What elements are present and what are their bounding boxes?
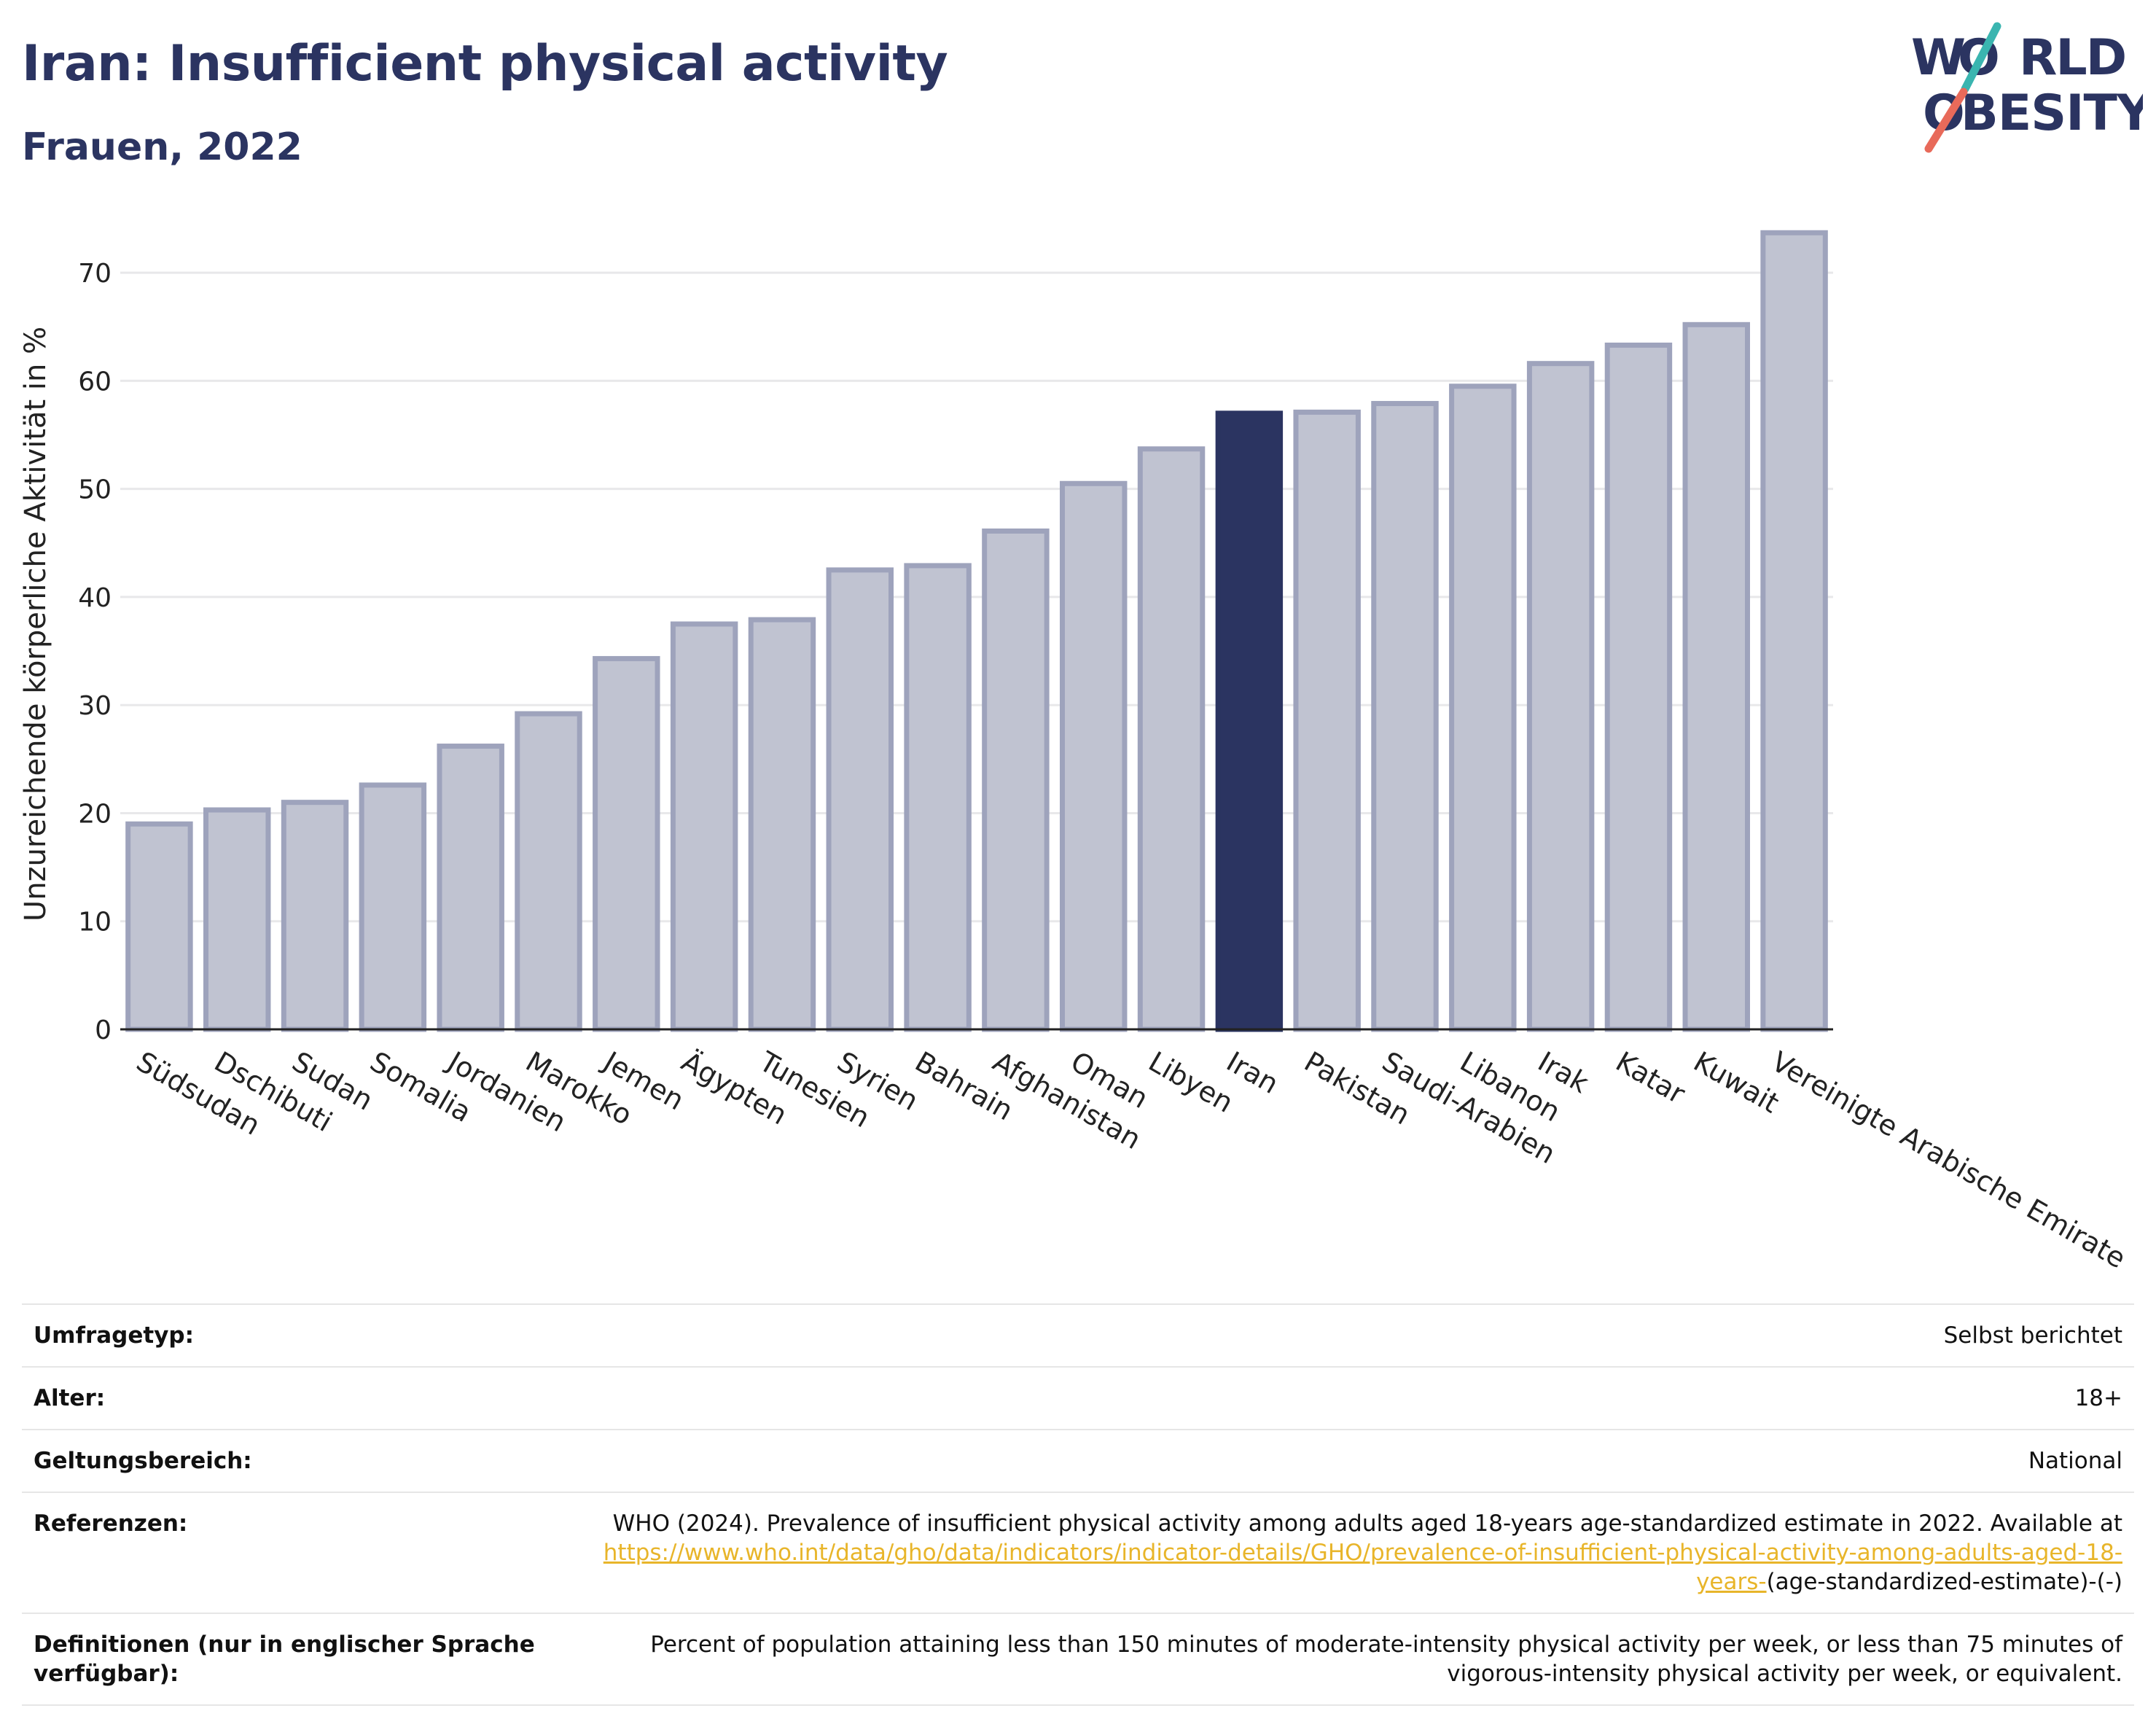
y-tick-label: 30 — [78, 691, 112, 721]
info-value: National — [2028, 1448, 2122, 1474]
svg-text:RLD: RLD — [2019, 29, 2125, 87]
y-tick-label: 10 — [78, 908, 112, 937]
y-axis-ticks: 0 10 20 30 40 50 60 70 — [78, 259, 112, 1045]
bar-tunesien[interactable] — [748, 617, 816, 1032]
bar-afghanistan[interactable] — [982, 528, 1050, 1032]
y-tick-label: 60 — [78, 367, 112, 397]
svg-text:BESITY: BESITY — [1961, 85, 2143, 142]
bar-irak[interactable] — [1526, 361, 1595, 1032]
info-row-definitions: Definitionen (nur in englischer Sprache … — [22, 1614, 2134, 1706]
bar-jemen[interactable] — [593, 655, 660, 1032]
info-value: Selbst berichtet — [1943, 1322, 2122, 1349]
bar-vereinigte-arabische-emirate[interactable] — [1760, 230, 1828, 1032]
x-tick-label: Kuwait — [1688, 1045, 1784, 1120]
x-tick-label: Libyen — [1144, 1045, 1239, 1119]
bar-libanon[interactable] — [1449, 383, 1517, 1032]
bar-bahrain[interactable] — [904, 563, 972, 1032]
y-tick-label: 50 — [78, 475, 112, 505]
bar-ägypten[interactable] — [670, 621, 738, 1032]
reference-suffix: (age-standardized-estimate)-(-) — [1766, 1569, 2122, 1595]
info-label: Alter: — [34, 1385, 106, 1411]
bar-oman[interactable] — [1060, 480, 1128, 1032]
reference-text: WHO (2024). Prevalence of insufficient p… — [612, 1510, 2122, 1537]
x-axis-labels: SüdsudanDschibutiSudanSomaliaJordanienMa… — [131, 1045, 2131, 1275]
info-value: WHO (2024). Prevalence of insufficient p… — [558, 1509, 2122, 1596]
y-tick-label: 40 — [78, 583, 112, 613]
logo-line1: W — [1911, 29, 1964, 87]
bar-sudan[interactable] — [281, 800, 349, 1032]
bar-chart: 0 10 20 30 40 50 60 70 SüdsudanDschibutiSudanSo… — [19, 230, 2131, 1275]
x-tick-label: Vereinigte Arabische Emirate — [1766, 1045, 2131, 1275]
x-tick-label: Katar — [1610, 1045, 1690, 1110]
bar-somalia[interactable] — [359, 782, 427, 1032]
info-row-age: Alter: 18+ — [22, 1368, 2134, 1430]
reference-link[interactable]: https://www.who.int/data/gho/data/indica… — [603, 1540, 2122, 1595]
info-label: Umfragetyp: — [34, 1322, 194, 1349]
bar-kuwait[interactable] — [1682, 321, 1750, 1032]
y-tick-label: 0 — [95, 1015, 112, 1045]
info-label: Referenzen: — [34, 1510, 188, 1537]
bar-iran[interactable] — [1215, 410, 1284, 1032]
info-row-scope: Geltungsbereich: National — [22, 1430, 2134, 1493]
bar-saudi-arabien[interactable] — [1371, 401, 1439, 1032]
bar-syrien[interactable] — [826, 567, 894, 1032]
bar-jordanien[interactable] — [437, 744, 504, 1032]
info-row-survey-type: Umfragetyp: Selbst berichtet — [22, 1305, 2134, 1368]
bars — [125, 230, 1828, 1032]
bar-katar[interactable] — [1604, 342, 1673, 1032]
info-value: Percent of population attaining less tha… — [650, 1631, 2122, 1687]
bar-marokko[interactable] — [515, 711, 582, 1032]
info-value: 18+ — [2074, 1385, 2122, 1411]
bar-dschibuti[interactable] — [203, 807, 271, 1032]
world-obesity-logo: W RLD O O BESITY — [1911, 22, 2143, 153]
page-subtitle: Frauen, 2022 — [22, 125, 302, 169]
page-title: Iran: Insufficient physical activity — [22, 35, 948, 93]
info-table: Umfragetyp: Selbst berichtet Alter: 18+ … — [22, 1303, 2134, 1706]
y-axis-title: Unzureichende körperliche Aktivität in % — [19, 327, 52, 921]
bar-pakistan[interactable] — [1293, 409, 1361, 1032]
info-row-references: Referenzen: WHO (2024). Prevalence of in… — [22, 1493, 2134, 1614]
bar-libyen[interactable] — [1137, 446, 1206, 1032]
info-label: Definitionen (nur in englischer Sprache … — [34, 1631, 535, 1687]
bar-südsudan[interactable] — [125, 821, 193, 1032]
y-tick-label: 20 — [78, 799, 112, 829]
info-label: Geltungsbereich: — [34, 1448, 252, 1474]
y-tick-label: 70 — [78, 259, 112, 289]
